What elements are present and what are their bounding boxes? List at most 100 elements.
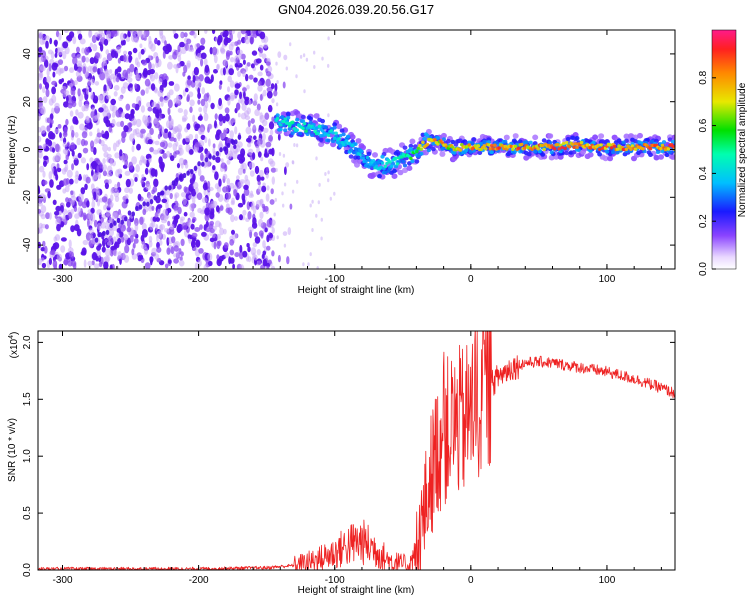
noise-point	[44, 245, 48, 254]
ridge-point	[334, 131, 338, 135]
noise-point	[237, 167, 243, 176]
ridge-point	[567, 145, 572, 149]
noise-point	[251, 222, 258, 229]
ridge-point	[585, 143, 590, 147]
noise-point	[45, 40, 49, 49]
noise-point	[93, 138, 99, 145]
noise-point	[313, 50, 316, 55]
noise-point	[196, 43, 201, 48]
ridge-point	[642, 149, 647, 154]
noise-point	[194, 142, 200, 148]
noise-point	[257, 80, 262, 87]
noise-point	[248, 229, 253, 238]
noise-point	[180, 192, 187, 198]
noise-point	[83, 259, 87, 268]
noise-point	[128, 187, 133, 194]
noise-point	[250, 202, 254, 211]
noise-point	[64, 46, 70, 55]
noise-point	[231, 30, 236, 35]
noise-point	[162, 131, 169, 139]
noise-point	[208, 138, 211, 147]
noise-point	[229, 80, 235, 88]
noise-point	[242, 198, 246, 205]
noise-point	[154, 88, 158, 94]
noise-point	[63, 126, 68, 136]
noise-point	[59, 132, 62, 139]
ridge-point	[596, 143, 600, 148]
noise-point	[311, 228, 314, 232]
noise-point	[127, 122, 133, 128]
noise-point	[55, 143, 60, 153]
noise-point	[131, 30, 138, 35]
noise-point	[252, 242, 258, 248]
noise-point	[148, 240, 153, 248]
ridge-point	[367, 158, 371, 162]
noise-point	[140, 234, 145, 242]
noise-point	[112, 249, 118, 257]
noise-point	[269, 129, 274, 136]
noise-point	[230, 117, 236, 123]
noise-point	[274, 83, 278, 92]
ridge-point	[338, 144, 343, 148]
ridge-point	[612, 144, 617, 148]
noise-point	[277, 133, 281, 141]
noise-point	[97, 172, 102, 180]
ridge-point	[660, 149, 665, 154]
noise-point	[238, 180, 244, 188]
noise-point	[117, 66, 122, 73]
ridge-point	[275, 113, 280, 118]
noise-point	[160, 100, 164, 107]
noise-point	[299, 54, 303, 59]
noise-point	[156, 246, 162, 253]
ridge-point	[666, 147, 671, 151]
noise-point	[222, 173, 228, 180]
ridge-point	[326, 138, 331, 143]
noise-point	[226, 178, 231, 185]
snr-y-multiplier: (x104)	[8, 332, 20, 359]
noise-point	[39, 83, 42, 90]
noise-point	[242, 87, 247, 92]
noise-point	[54, 211, 60, 216]
trend-point	[234, 139, 238, 145]
noise-point	[92, 43, 98, 52]
ridge-point	[532, 134, 539, 141]
noise-point	[257, 71, 263, 77]
noise-point	[184, 162, 189, 169]
noise-point	[120, 120, 125, 128]
noise-point	[83, 140, 88, 146]
noise-point	[183, 211, 188, 217]
ridge-point	[350, 143, 355, 148]
ridge-point	[477, 150, 483, 155]
noise-point	[100, 221, 107, 229]
noise-point	[85, 176, 91, 184]
noise-point	[198, 115, 203, 121]
noise-point	[204, 64, 210, 74]
noise-point	[239, 244, 243, 253]
ridge-point	[517, 139, 523, 144]
noise-point	[254, 165, 260, 175]
noise-point	[53, 39, 58, 46]
trend-point	[164, 185, 168, 191]
noise-point	[117, 251, 122, 260]
ridge-point	[395, 162, 400, 166]
noise-point	[251, 50, 258, 56]
noise-point	[284, 166, 287, 175]
noise-point	[90, 146, 94, 153]
noise-point	[178, 259, 185, 267]
noise-point	[54, 234, 61, 241]
noise-point	[140, 105, 145, 113]
noise-point	[76, 46, 80, 53]
noise-point	[76, 54, 82, 60]
x-tick-label: 0	[468, 274, 474, 285]
colorbar-gradient	[711, 29, 737, 270]
noise-point	[73, 63, 78, 71]
noise-point	[168, 81, 175, 86]
noise-point	[151, 101, 157, 108]
noise-point	[99, 71, 106, 81]
noise-point	[105, 131, 109, 138]
noise-point	[122, 54, 127, 63]
noise-point	[158, 156, 163, 165]
noise-point	[105, 119, 111, 128]
noise-point	[160, 215, 166, 221]
noise-point	[305, 57, 309, 62]
